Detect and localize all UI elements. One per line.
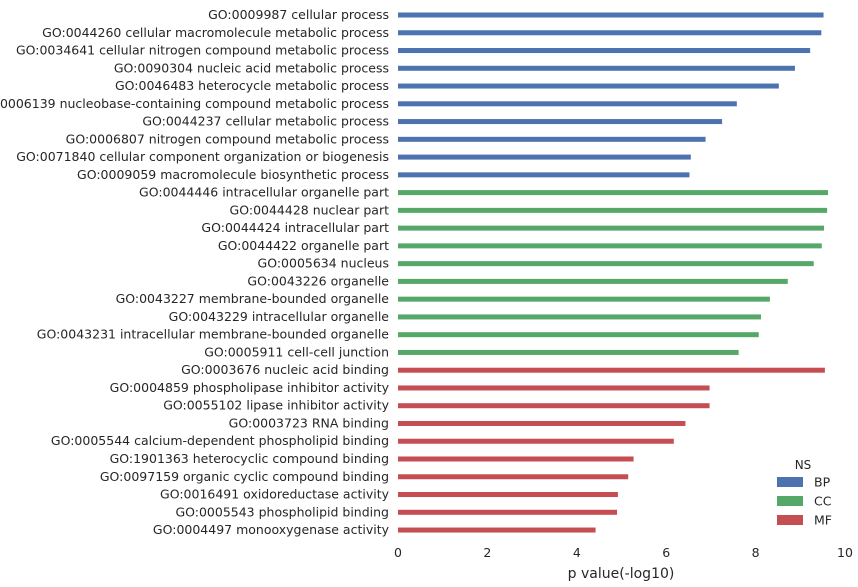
x-tick-labels-layer: 0 2 4 6 8 10 bbox=[394, 545, 853, 560]
bar-mf bbox=[398, 385, 710, 391]
category-label: GO:0071840 cellular component organizati… bbox=[16, 149, 389, 164]
bar-cc bbox=[398, 243, 822, 249]
legend-title: NS bbox=[795, 458, 812, 472]
category-label: GO:0043227 membrane-bounded organelle bbox=[116, 291, 390, 306]
category-label: GO:0034641 cellular nitrogen compound me… bbox=[16, 43, 389, 58]
x-tick-label: 2 bbox=[483, 545, 491, 560]
bar-bp bbox=[398, 119, 723, 125]
category-label: GO:0009059 macromolecule biosynthetic pr… bbox=[77, 167, 389, 182]
x-tick-label: 4 bbox=[573, 545, 581, 560]
category-label: GO:0043226 organelle bbox=[247, 273, 389, 288]
bar-bp bbox=[398, 30, 822, 36]
category-label: GO:0006139 nucleobase-containing compoun… bbox=[0, 96, 389, 111]
x-tick-label: 0 bbox=[394, 545, 402, 560]
category-label: GO:0003723 RNA binding bbox=[229, 415, 389, 430]
legend-label-cc: CC bbox=[814, 494, 832, 509]
bar-cc bbox=[398, 296, 770, 302]
bar-cc bbox=[398, 332, 759, 338]
category-label: GO:0044446 intracellular organelle part bbox=[139, 185, 389, 200]
bar-cc bbox=[398, 349, 739, 355]
category-label: GO:0004859 phospholipase inhibitor activ… bbox=[110, 380, 390, 395]
category-label: GO:0043229 intracellular organelle bbox=[169, 309, 390, 324]
legend-swatch-bp bbox=[777, 477, 803, 487]
category-label: GO:0005634 nucleus bbox=[258, 256, 389, 271]
category-label: GO:0043231 intracellular membrane-bounde… bbox=[37, 327, 390, 342]
x-tick-label: 8 bbox=[752, 545, 760, 560]
legend-label-mf: MF bbox=[814, 513, 832, 528]
legend-swatch-cc bbox=[777, 496, 803, 506]
bar-cc bbox=[398, 278, 788, 284]
x-tick-label: 6 bbox=[662, 545, 670, 560]
category-label: GO:0090304 nucleic acid metabolic proces… bbox=[114, 60, 389, 75]
bar-mf bbox=[398, 509, 618, 515]
category-labels-layer: GO:0009987 cellular process GO:0044260 ce… bbox=[0, 7, 390, 537]
category-label: GO:0055102 lipase inhibitor activity bbox=[163, 398, 389, 413]
category-label: GO:0044428 nuclear part bbox=[230, 202, 390, 217]
category-label: GO:0003676 nucleic acid binding bbox=[181, 362, 389, 377]
bar-cc bbox=[398, 261, 814, 267]
x-axis-title: p value(-log10) bbox=[568, 566, 675, 582]
category-label: GO:0009987 cellular process bbox=[208, 7, 389, 22]
bar-mf bbox=[398, 527, 596, 533]
legend-swatch-mf bbox=[777, 515, 803, 525]
category-label: GO:0004497 monooxygenase activity bbox=[153, 522, 390, 537]
bar-mf bbox=[398, 456, 634, 462]
bar-bp bbox=[398, 48, 811, 54]
bar-bp bbox=[398, 172, 690, 178]
bar-bp bbox=[398, 65, 795, 71]
bar-mf bbox=[398, 367, 825, 373]
category-label: GO:0097159 organic cyclic compound bindi… bbox=[100, 469, 389, 484]
bar-bp bbox=[398, 154, 691, 160]
bars-layer bbox=[398, 12, 829, 533]
bar-cc bbox=[398, 314, 761, 320]
bar-mf bbox=[398, 492, 618, 498]
category-label: GO:0044424 intracellular part bbox=[201, 220, 389, 235]
bar-mf bbox=[398, 474, 629, 480]
bar-cc bbox=[398, 190, 829, 196]
category-label: GO:0044422 organelle part bbox=[218, 238, 389, 253]
legend: NS BP CC MF bbox=[777, 458, 832, 528]
category-label: GO:0046483 heterocycle metabolic process bbox=[115, 78, 389, 93]
bar-bp bbox=[398, 136, 706, 142]
bar-bp bbox=[398, 101, 737, 107]
x-tick-label: 10 bbox=[837, 545, 853, 560]
category-label: GO:0006807 nitrogen compound metabolic p… bbox=[66, 131, 389, 146]
category-label: GO:0044260 cellular macromolecule metabo… bbox=[42, 25, 389, 40]
bar-cc bbox=[398, 207, 828, 213]
legend-label-bp: BP bbox=[814, 475, 831, 490]
bar-bp bbox=[398, 83, 779, 89]
bar-mf bbox=[398, 438, 674, 444]
category-label: GO:0005544 calcium-dependent phospholipi… bbox=[51, 433, 389, 448]
category-label: GO:0005543 phospholipid binding bbox=[175, 504, 389, 519]
bar-mf bbox=[398, 420, 686, 426]
bar-bp bbox=[398, 12, 824, 18]
category-label: GO:0005911 cell-cell junction bbox=[204, 344, 389, 359]
category-label: GO:1901363 heterocyclic compound binding bbox=[110, 451, 389, 466]
bar-mf bbox=[398, 403, 710, 409]
category-label: GO:0044237 cellular metabolic process bbox=[142, 114, 389, 129]
bar-cc bbox=[398, 225, 824, 231]
category-label: GO:0016491 oxidoreductase activity bbox=[160, 487, 390, 502]
